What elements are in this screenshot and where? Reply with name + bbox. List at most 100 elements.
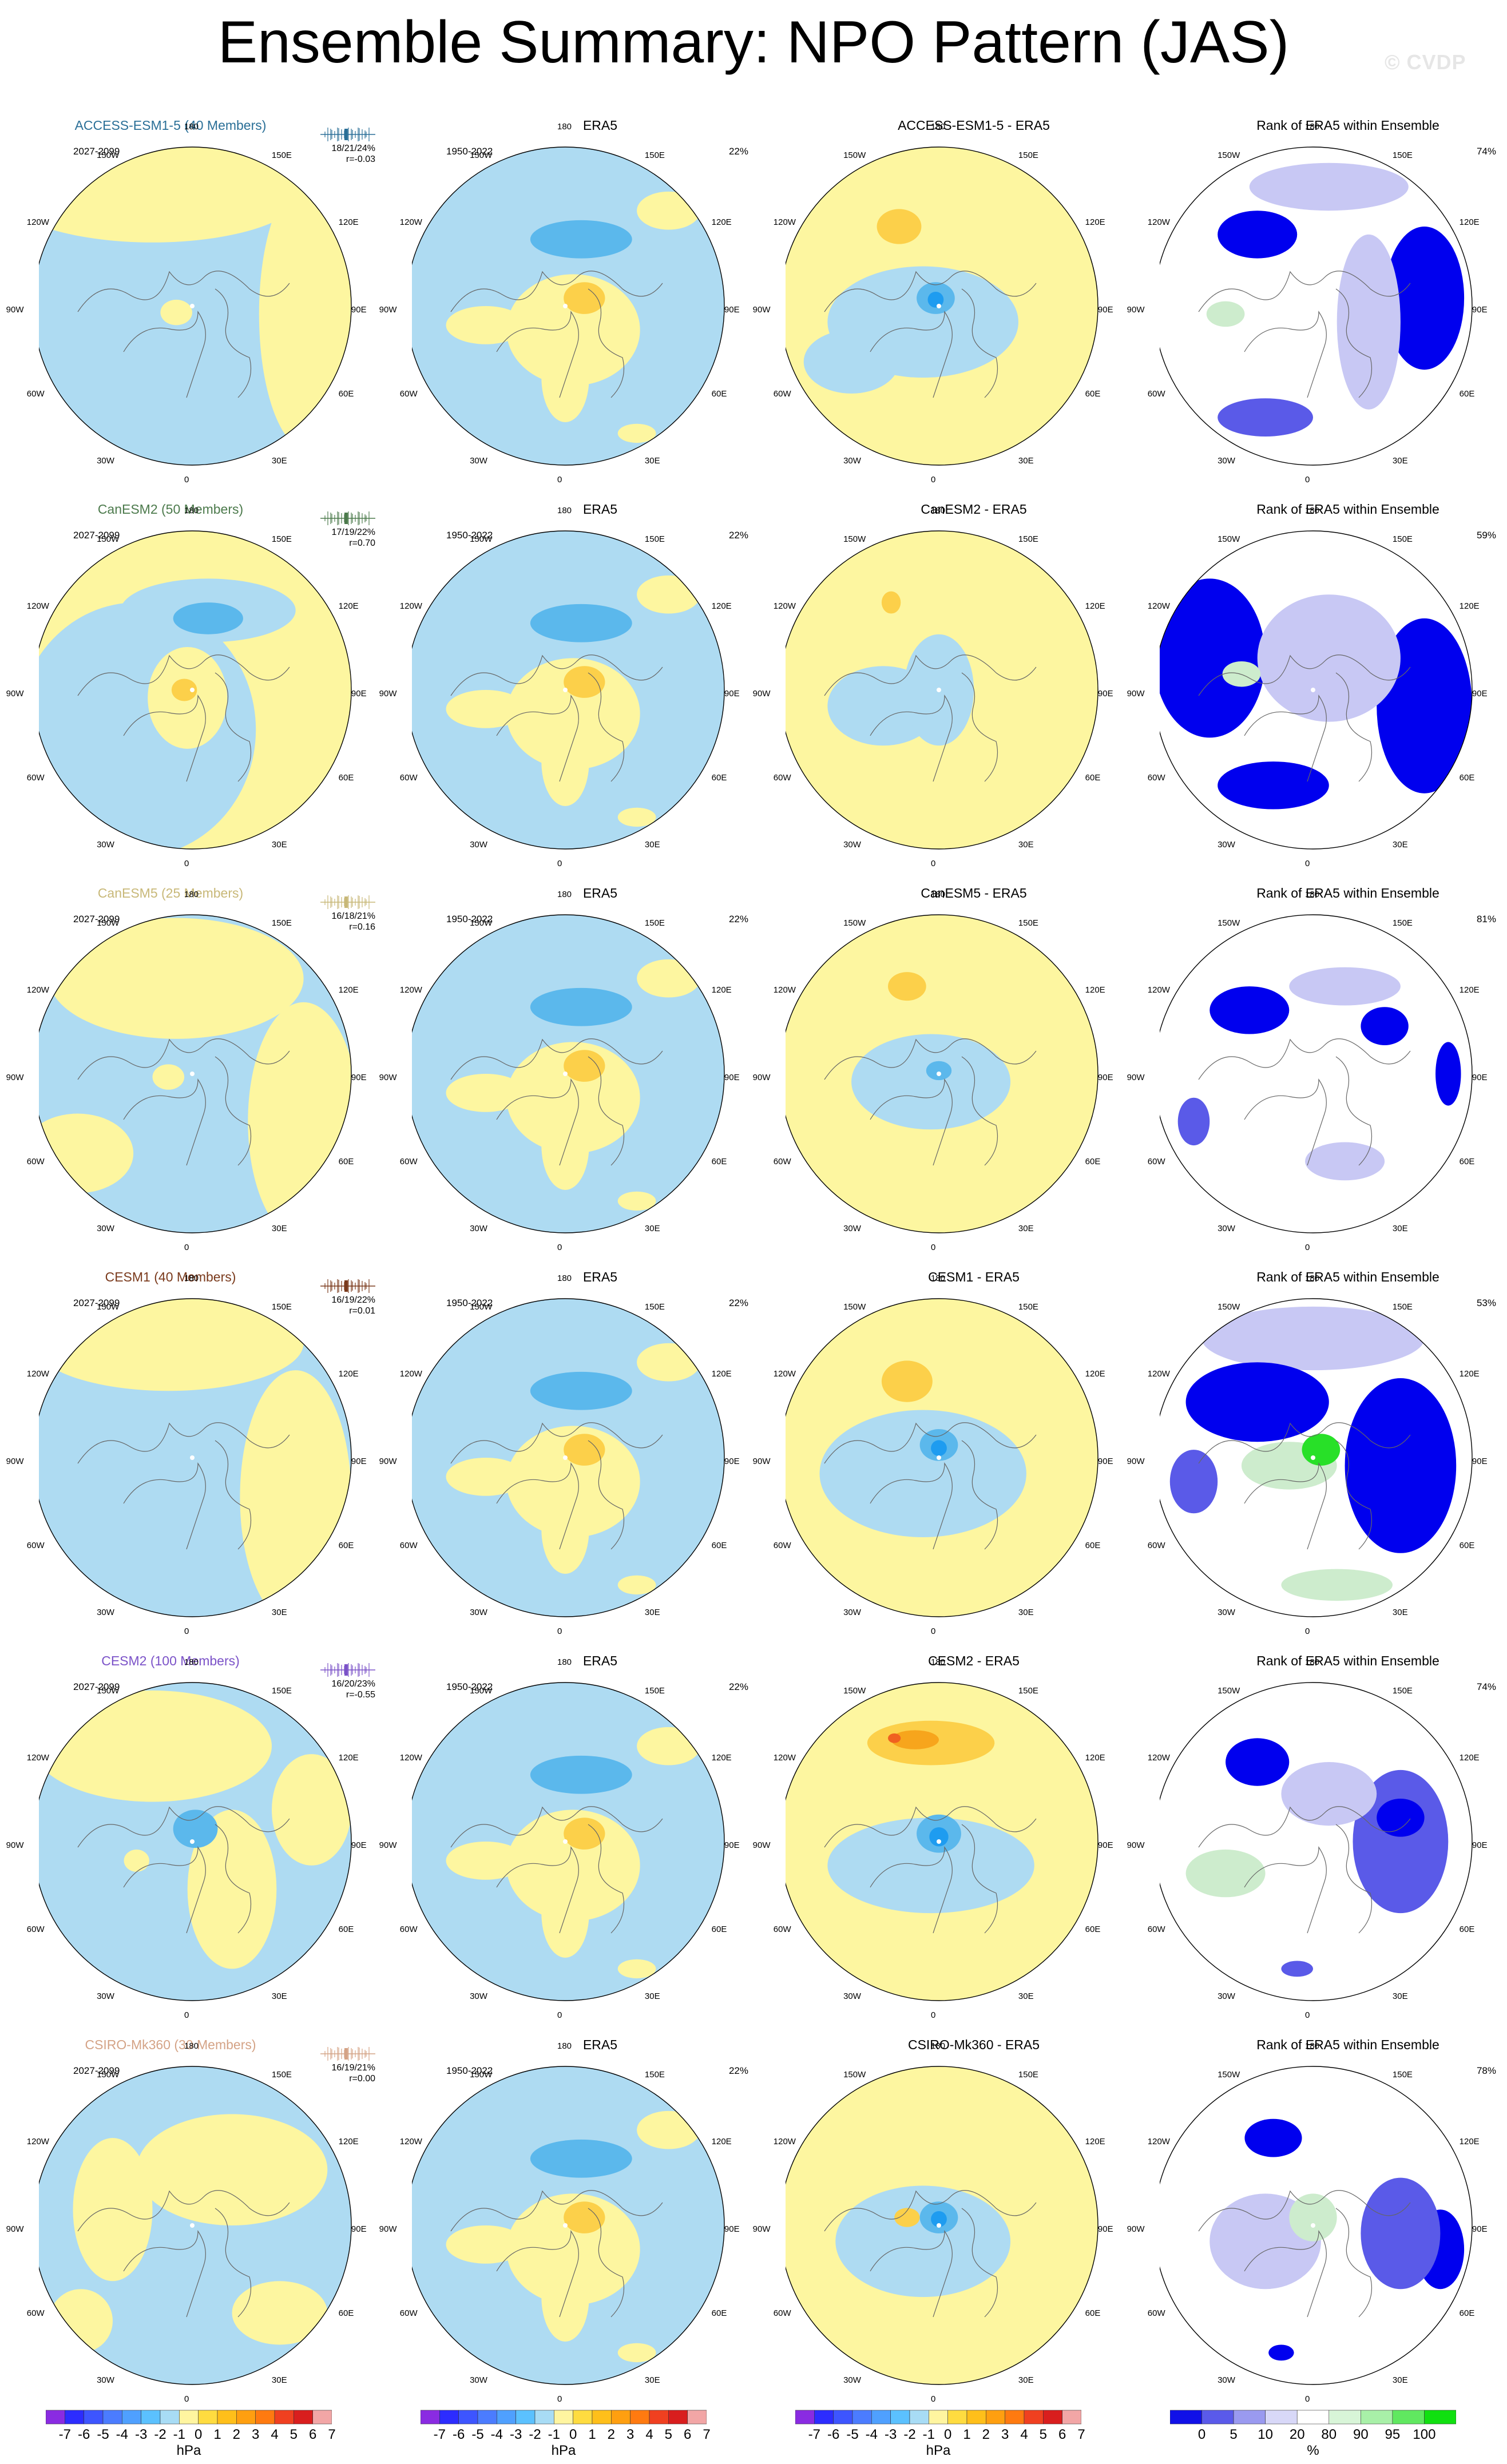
coastline-path <box>215 288 252 398</box>
year-range: 1950-2022 <box>446 146 493 157</box>
contour-region <box>506 274 640 386</box>
colorbar-swatch <box>102 2410 122 2425</box>
longitude-label: 120W <box>773 1752 796 1763</box>
colorbar-tick-label: -3 <box>509 2427 522 2442</box>
longitude-label: 150E <box>1392 1302 1413 1312</box>
panel-obs: ERA5 1950-2022 22% 180 0 150W 150E 120W 120E 90W 9… <box>379 2037 788 2420</box>
longitude-label: 120E <box>1085 985 1105 995</box>
variance-explained: 22% <box>728 914 748 925</box>
longitude-label: 30W <box>97 1991 114 2001</box>
coastline-path <box>77 1038 290 1080</box>
longitude-label: 120W <box>26 2136 49 2146</box>
longitude-label: 90E <box>724 688 740 699</box>
longitude-label: 120W <box>773 985 796 995</box>
contour-region <box>1361 2177 1441 2290</box>
pattern-correlation: r=0.16 <box>349 922 375 932</box>
longitude-label: 60W <box>399 2308 418 2318</box>
coastline-path <box>824 2190 1037 2232</box>
longitude-label: 30W <box>843 1991 861 2001</box>
colorbar-units: % <box>1307 2443 1319 2458</box>
map-border <box>786 1682 1098 2001</box>
longitude-label: 150E <box>271 150 292 160</box>
contour-region <box>160 299 192 326</box>
contour-region <box>1377 618 1472 793</box>
colorbar-swatch <box>795 2410 815 2425</box>
longitude-label: 0 <box>184 475 189 485</box>
panel-title: CanESM2 - ERA5 <box>921 502 1027 517</box>
longitude-label: 30W <box>470 1223 487 1233</box>
colorbar-tick-label: -1 <box>922 2427 935 2442</box>
contour-region <box>1361 1007 1409 1045</box>
coastline <box>1198 1038 1411 1166</box>
longitude-label: 90W <box>6 304 24 315</box>
longitude-label: 30E <box>1392 839 1408 850</box>
longitude-label: 90E <box>724 304 740 315</box>
year-range: 2027-2099 <box>73 1298 120 1308</box>
colorbar-swatch <box>534 2410 554 2425</box>
polar-map-diff <box>786 146 1098 466</box>
longitude-label: 150E <box>644 2069 665 2080</box>
page-title: Ensemble Summary: NPO Pattern (JAS) <box>217 9 1290 76</box>
coastline-path <box>123 695 206 782</box>
year-range: 1950-2022 <box>446 1681 493 1692</box>
coastline <box>824 1422 1037 1550</box>
colorbar-tick-label: 1 <box>588 2427 596 2442</box>
contour-region <box>835 2185 1011 2298</box>
panel-title: CESM1 (40 Members) <box>105 1269 236 1284</box>
map-border <box>412 1298 725 1617</box>
coastline-path <box>824 271 1037 312</box>
coastline-path <box>215 1056 252 1166</box>
contour-region <box>1385 227 1465 370</box>
rank-percent: 81% <box>1476 914 1496 925</box>
longitude-label: 90W <box>752 1072 771 1082</box>
longitude-label: 150E <box>271 534 292 544</box>
longitude-label: 180 <box>184 889 199 899</box>
longitude-label: 0 <box>557 2010 562 2021</box>
colorbar-swatch <box>439 2410 459 2425</box>
coastline-path <box>1198 654 1411 696</box>
contour-region <box>637 1343 701 1382</box>
longitude-label: 120W <box>773 2136 796 2146</box>
polar-map-rank <box>1160 1682 1473 2001</box>
contour-region <box>888 972 926 1001</box>
longitude-label: 150E <box>1018 534 1038 544</box>
pole-marker <box>1311 688 1315 692</box>
contour-region <box>506 1810 640 1921</box>
contour-region <box>173 1810 218 1848</box>
coastline <box>1198 271 1411 398</box>
contour-region <box>530 604 632 642</box>
contour-region <box>617 2343 656 2363</box>
colorbar-tick-label: -6 <box>452 2427 465 2442</box>
longitude-label: 150W <box>97 150 120 160</box>
longitude-label: 180 <box>1305 121 1320 132</box>
longitude-label: 150E <box>644 1685 665 1696</box>
colorbar-tick-label: -3 <box>134 2427 148 2442</box>
longitude-label: 90W <box>379 2224 397 2234</box>
contour-region <box>541 2252 589 2342</box>
longitude-label: 0 <box>1305 2010 1310 2021</box>
longitude-label: 90E <box>1097 2224 1113 2234</box>
contour-region <box>1435 1042 1461 1106</box>
panel-rank: Rank of ERA5 within Ensemble 74% 180 0 150W 1… <box>1127 1653 1507 2036</box>
longitude-label: 60W <box>26 1540 45 1550</box>
pole-marker <box>1311 1455 1315 1460</box>
colorbar-swatch <box>592 2410 612 2425</box>
contour-region <box>530 1755 632 1794</box>
longitude-label: 30W <box>843 2375 861 2385</box>
longitude-label: 30E <box>1392 2375 1408 2385</box>
contour-region <box>564 2201 605 2233</box>
contour-region <box>506 658 640 769</box>
longitude-label: 120E <box>338 985 359 995</box>
variance-explained: 22% <box>728 2065 748 2076</box>
longitude-label: 150E <box>644 534 665 544</box>
panel-title: ERA5 <box>582 1269 618 1284</box>
panel-obs: ERA5 1950-2022 22% 180 0 150W 150E 120W 120E 90W 9… <box>379 1653 788 2036</box>
ensemble-mean-tick <box>344 129 348 140</box>
longitude-label: 90E <box>724 1072 740 1082</box>
map-border <box>412 146 725 466</box>
coastline <box>824 1806 1037 1934</box>
panel-title: CanESM5 - ERA5 <box>921 886 1027 900</box>
colorbar-tick-label: 5 <box>289 2427 298 2442</box>
longitude-label: 30E <box>271 1607 287 1617</box>
longitude-label: 0 <box>184 859 189 869</box>
